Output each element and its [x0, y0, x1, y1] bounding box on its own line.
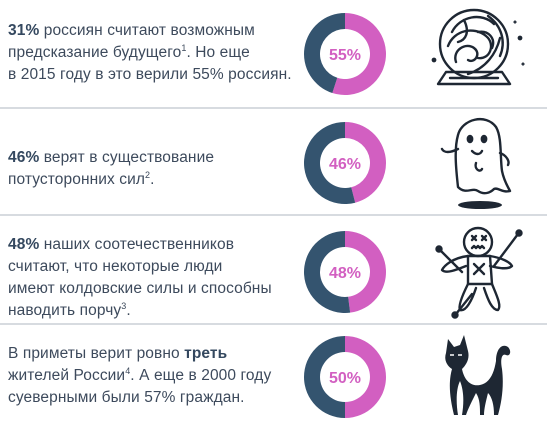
donut-chart-2: 46% — [303, 122, 386, 204]
footnote-ref: 1 — [181, 42, 187, 53]
row-divider — [0, 214, 547, 216]
fact-lead-3: 48% — [8, 236, 40, 253]
fact-line: россиян считают возможным — [39, 22, 255, 39]
crystal-ball-icon — [430, 2, 530, 111]
donut-chart-3: 48% — [304, 231, 387, 313]
donut-slice-share — [345, 336, 386, 418]
donut-slice-share — [345, 122, 386, 203]
footnote-ref: 3 — [121, 300, 127, 311]
fact-lead-1: 31% — [8, 22, 40, 39]
fact-text-1: 31% россиян считают возможным предсказан… — [8, 20, 298, 86]
fact-line: . — [126, 302, 131, 319]
voodoo-doll-icon — [432, 222, 523, 323]
fact-row-1: 31% россиян считают возможным предсказан… — [0, 0, 547, 106]
fact-line: предсказание будущего — [8, 44, 182, 61]
fact-text-4: В приметы верит ровно треть жителей Росс… — [8, 343, 298, 409]
donut-slice-rest — [304, 13, 345, 93]
donut-slice-rest — [303, 122, 356, 204]
row-divider — [0, 323, 547, 325]
fact-line: . Но еще — [186, 44, 250, 61]
fact-line: считают, что некоторые люди — [8, 258, 223, 275]
fact-text-3: 48% наших соотечественников считают, что… — [8, 234, 298, 322]
donut-slice-rest — [304, 336, 345, 418]
donut-center-label: 50% — [329, 370, 361, 387]
fact-line: жителей России — [8, 367, 126, 384]
fact-lead-2: 46% — [8, 149, 40, 166]
fact-line: имеют колдовские силы и способны — [8, 280, 272, 297]
fact-line: верят в существование — [39, 149, 215, 166]
fact-line: . А еще в 2000 году — [130, 367, 272, 384]
fact-row-3: 48% наших соотечественников считают, что… — [0, 216, 547, 322]
footnote-ref: 2 — [145, 169, 151, 180]
fact-line: наводить порчу — [8, 302, 122, 319]
donut-slice-share — [345, 231, 387, 313]
fact-line: В приметы верит ровно — [8, 345, 185, 362]
fact-row-2: 46% верят в существование потусторонних … — [0, 109, 547, 215]
ghost-icon — [436, 109, 516, 220]
fact-text-2: 46% верят в существование потусторонних … — [8, 147, 298, 191]
black-cat-icon — [436, 329, 516, 430]
fact-line: потусторонних сил — [8, 171, 146, 188]
donut-chart-4: 50% — [304, 336, 386, 418]
donut-slice-share — [332, 13, 386, 95]
donut-center-label: 48% — [329, 265, 361, 282]
fact-line: . — [150, 171, 155, 188]
donut-chart-1: 55% — [304, 13, 386, 95]
donut-center-label: 55% — [329, 47, 361, 64]
fact-line: в 2015 году в это верили 55% россиян. — [8, 66, 292, 83]
fact-line: суеверными были 57% граждан. — [8, 389, 245, 406]
fact-lead-4: треть — [184, 345, 228, 362]
fact-line: наших соотечественников — [39, 236, 235, 253]
fact-row-4: В приметы верит ровно треть жителей Росс… — [0, 325, 547, 431]
row-divider — [0, 107, 547, 109]
footnote-ref: 4 — [125, 365, 131, 376]
donut-center-label: 46% — [329, 156, 361, 173]
donut-slice-rest — [304, 231, 351, 313]
